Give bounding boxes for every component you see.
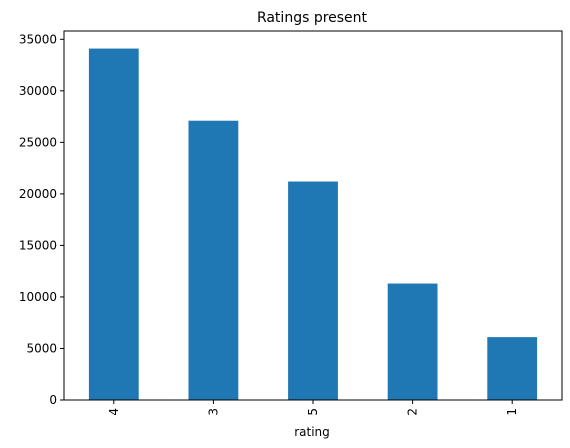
y-tick-label-10000: 10000 — [19, 290, 57, 304]
x-tick-label-3: 3 — [206, 408, 220, 416]
y-tick-label-25000: 25000 — [19, 135, 57, 149]
bar-4 — [88, 48, 139, 400]
plot-frame — [63, 30, 563, 401]
bar-5 — [288, 181, 338, 400]
x-axis-label: rating — [294, 425, 330, 439]
x-tick-label-4: 4 — [107, 408, 121, 416]
bar-3 — [188, 120, 239, 400]
x-axis: 4 3 5 2 1 — [107, 400, 519, 416]
bar-2 — [387, 283, 438, 400]
y-tick-label-15000: 15000 — [19, 238, 57, 252]
x-tick-label-1: 1 — [505, 408, 519, 416]
y-axis: 0 5000 10000 15000 20000 25000 30000 35000 — [19, 32, 64, 407]
x-tick-label-2: 2 — [406, 408, 420, 416]
y-tick-label-0: 0 — [49, 393, 57, 407]
y-tick-label-30000: 30000 — [19, 84, 57, 98]
bars-group — [88, 48, 538, 400]
chart-title: Ratings present — [257, 10, 368, 26]
y-tick-label-20000: 20000 — [19, 187, 57, 201]
y-tick-label-35000: 35000 — [19, 32, 57, 46]
bar-1 — [487, 337, 538, 400]
x-tick-label-5: 5 — [306, 408, 320, 416]
y-tick-label-5000: 5000 — [26, 341, 57, 355]
